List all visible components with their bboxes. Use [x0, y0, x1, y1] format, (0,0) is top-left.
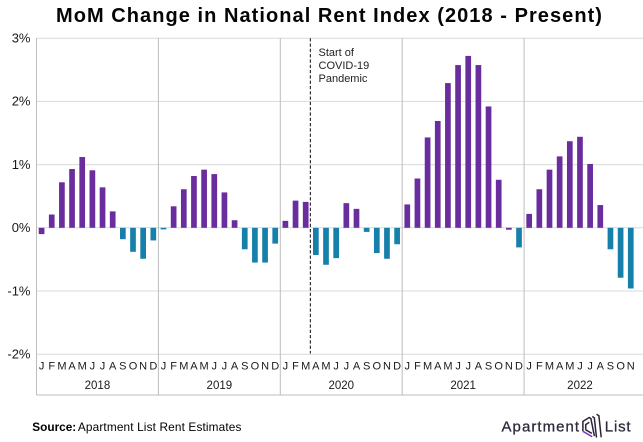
svg-text:A: A — [109, 360, 117, 372]
svg-text:M: M — [545, 360, 554, 372]
svg-text:J: J — [283, 360, 289, 372]
svg-text:F: F — [414, 360, 421, 372]
svg-text:J: J — [212, 360, 218, 372]
svg-text:A: A — [556, 360, 564, 372]
svg-text:F: F — [48, 360, 55, 372]
svg-text:0%: 0% — [12, 220, 31, 235]
svg-text:J: J — [344, 360, 350, 372]
svg-text:D: D — [149, 360, 157, 372]
svg-text:-1%: -1% — [7, 283, 31, 298]
svg-text:S: S — [241, 360, 248, 372]
svg-text:J: J — [39, 360, 45, 372]
svg-text:M: M — [78, 360, 87, 372]
svg-text:A: A — [190, 360, 198, 372]
svg-text:M: M — [57, 360, 66, 372]
svg-text:Start of: Start of — [319, 47, 355, 59]
svg-text:J: J — [100, 360, 106, 372]
svg-text:A: A — [312, 360, 320, 372]
svg-text:N: N — [627, 360, 635, 372]
svg-text:A: A — [353, 360, 361, 372]
svg-text:F: F — [170, 360, 177, 372]
svg-text:1%: 1% — [12, 157, 31, 172]
svg-text:O: O — [616, 360, 625, 372]
svg-text:S: S — [485, 360, 492, 372]
svg-text:2021: 2021 — [450, 380, 476, 392]
svg-text:S: S — [607, 360, 614, 372]
svg-text:J: J — [222, 360, 228, 372]
svg-text:N: N — [505, 360, 513, 372]
svg-text:F: F — [292, 360, 299, 372]
svg-text:M: M — [321, 360, 330, 372]
svg-text:O: O — [251, 360, 260, 372]
svg-text:2%: 2% — [12, 94, 31, 109]
svg-text:J: J — [455, 360, 461, 372]
svg-text:A: A — [597, 360, 605, 372]
svg-text:S: S — [119, 360, 126, 372]
svg-text:O: O — [373, 360, 382, 372]
svg-text:J: J — [90, 360, 96, 372]
svg-text:N: N — [139, 360, 147, 372]
svg-text:A: A — [68, 360, 76, 372]
svg-text:COVID-19: COVID-19 — [319, 60, 370, 72]
svg-text:D: D — [271, 360, 279, 372]
svg-text:2019: 2019 — [207, 380, 233, 392]
svg-text:2022: 2022 — [567, 380, 593, 392]
svg-text:2020: 2020 — [328, 380, 354, 392]
svg-text:Apartment List Rent Estimates: Apartment List Rent Estimates — [78, 420, 242, 434]
svg-text:2018: 2018 — [85, 380, 111, 392]
svg-text:M: M — [423, 360, 432, 372]
svg-text:Apartment: Apartment — [502, 418, 581, 435]
svg-text:Source:: Source: — [32, 420, 76, 434]
svg-text:M: M — [565, 360, 574, 372]
svg-text:O: O — [129, 360, 138, 372]
svg-text:J: J — [161, 360, 167, 372]
svg-text:A: A — [475, 360, 483, 372]
svg-text:List: List — [605, 418, 632, 435]
svg-text:O: O — [494, 360, 503, 372]
svg-text:A: A — [434, 360, 442, 372]
svg-text:J: J — [526, 360, 532, 372]
svg-text:-2%: -2% — [7, 347, 31, 362]
svg-text:J: J — [587, 360, 593, 372]
svg-text:M: M — [301, 360, 310, 372]
svg-text:3%: 3% — [12, 31, 31, 46]
svg-text:F: F — [536, 360, 543, 372]
svg-text:MoM Change in National Rent In: MoM Change in National Rent Index (2018 … — [56, 5, 603, 27]
svg-text:J: J — [465, 360, 471, 372]
svg-text:A: A — [231, 360, 239, 372]
svg-text:J: J — [405, 360, 411, 372]
svg-text:S: S — [363, 360, 370, 372]
svg-text:D: D — [515, 360, 523, 372]
svg-text:D: D — [393, 360, 401, 372]
svg-text:N: N — [383, 360, 391, 372]
svg-text:M: M — [443, 360, 452, 372]
svg-text:N: N — [261, 360, 269, 372]
svg-text:Pandemic: Pandemic — [319, 73, 368, 85]
svg-text:M: M — [200, 360, 209, 372]
svg-text:J: J — [577, 360, 583, 372]
svg-text:J: J — [333, 360, 339, 372]
svg-text:M: M — [179, 360, 188, 372]
